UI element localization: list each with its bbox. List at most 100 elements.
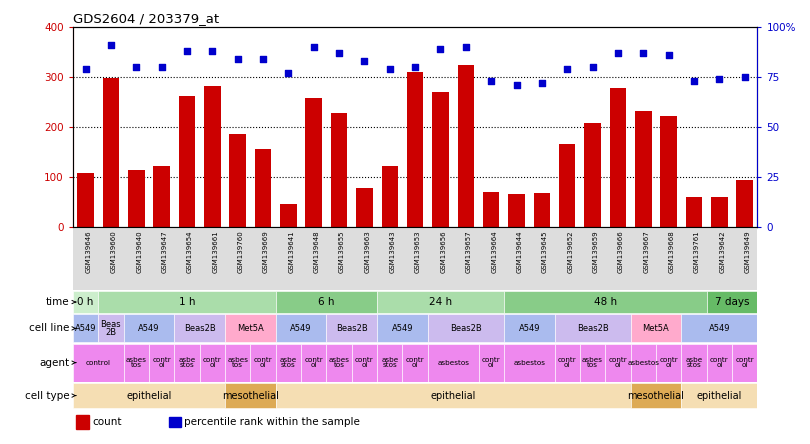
- Text: 6 h: 6 h: [318, 297, 335, 307]
- Bar: [356, 188, 373, 227]
- FancyBboxPatch shape: [225, 383, 275, 408]
- Bar: [330, 113, 347, 227]
- FancyBboxPatch shape: [98, 314, 124, 342]
- Bar: [660, 116, 677, 227]
- FancyBboxPatch shape: [403, 344, 428, 382]
- Bar: [509, 194, 525, 227]
- Point: [535, 79, 548, 86]
- FancyBboxPatch shape: [352, 344, 377, 382]
- Text: GSM139645: GSM139645: [542, 230, 548, 273]
- FancyBboxPatch shape: [555, 314, 631, 342]
- Text: Beas
2B: Beas 2B: [100, 320, 122, 337]
- Point: [257, 55, 270, 62]
- Point: [231, 55, 244, 62]
- Text: mesothelial: mesothelial: [222, 391, 279, 400]
- Text: 0 h: 0 h: [78, 297, 94, 307]
- Text: GSM139664: GSM139664: [491, 230, 497, 273]
- Text: contr
ol: contr ol: [203, 357, 222, 369]
- Bar: [77, 173, 94, 227]
- Text: GSM139649: GSM139649: [744, 230, 751, 273]
- FancyBboxPatch shape: [275, 314, 326, 342]
- Text: GSM139659: GSM139659: [593, 230, 599, 273]
- FancyBboxPatch shape: [149, 344, 174, 382]
- Text: contr
ol: contr ol: [482, 357, 501, 369]
- Text: contr
ol: contr ol: [608, 357, 627, 369]
- Text: 1 h: 1 h: [179, 297, 195, 307]
- FancyBboxPatch shape: [275, 344, 301, 382]
- FancyBboxPatch shape: [656, 344, 681, 382]
- Point: [612, 49, 625, 56]
- FancyBboxPatch shape: [377, 291, 504, 313]
- Text: contr
ol: contr ol: [305, 357, 323, 369]
- FancyBboxPatch shape: [275, 291, 377, 313]
- Text: A549: A549: [75, 324, 96, 333]
- Point: [282, 69, 295, 76]
- Bar: [458, 65, 474, 227]
- Text: GSM139647: GSM139647: [162, 230, 168, 273]
- Text: contr
ol: contr ol: [710, 357, 729, 369]
- Bar: [584, 123, 601, 227]
- FancyBboxPatch shape: [631, 314, 681, 342]
- Bar: [382, 166, 398, 227]
- FancyBboxPatch shape: [555, 344, 580, 382]
- Bar: [103, 78, 119, 227]
- Text: GSM139667: GSM139667: [643, 230, 650, 273]
- Bar: [736, 180, 753, 227]
- Text: A549: A549: [709, 324, 730, 333]
- Text: GSM139761: GSM139761: [694, 230, 700, 273]
- Bar: [179, 96, 195, 227]
- Text: GSM139653: GSM139653: [415, 230, 421, 273]
- Text: A549: A549: [139, 324, 160, 333]
- Point: [510, 81, 523, 88]
- Text: asbes
tos: asbes tos: [582, 357, 603, 369]
- FancyBboxPatch shape: [124, 344, 149, 382]
- Point: [358, 57, 371, 64]
- Text: GSM139655: GSM139655: [339, 230, 345, 273]
- Text: asbes
tos: asbes tos: [126, 357, 147, 369]
- Bar: [280, 204, 296, 227]
- FancyBboxPatch shape: [98, 291, 275, 313]
- Text: time: time: [46, 297, 70, 307]
- Text: GSM139656: GSM139656: [441, 230, 446, 273]
- Text: GSM139643: GSM139643: [390, 230, 396, 273]
- Point: [79, 65, 92, 72]
- FancyBboxPatch shape: [174, 314, 225, 342]
- FancyBboxPatch shape: [605, 344, 631, 382]
- Text: GSM139644: GSM139644: [517, 230, 522, 273]
- Text: GSM139668: GSM139668: [668, 230, 675, 273]
- Text: GSM139652: GSM139652: [567, 230, 573, 273]
- Text: Beas2B: Beas2B: [184, 324, 215, 333]
- Bar: [305, 98, 322, 227]
- FancyBboxPatch shape: [681, 314, 757, 342]
- Text: GSM139660: GSM139660: [111, 230, 117, 273]
- Text: GSM139640: GSM139640: [136, 230, 143, 273]
- FancyBboxPatch shape: [174, 344, 199, 382]
- Point: [130, 63, 143, 70]
- Bar: [711, 197, 727, 227]
- Text: Met5A: Met5A: [237, 324, 264, 333]
- Point: [459, 43, 472, 50]
- Bar: [153, 166, 170, 227]
- Text: contr
ol: contr ol: [355, 357, 373, 369]
- FancyBboxPatch shape: [479, 344, 504, 382]
- Text: cell line: cell line: [29, 323, 70, 333]
- Text: GSM139642: GSM139642: [719, 230, 725, 273]
- Text: agent: agent: [40, 358, 70, 368]
- Text: 24 h: 24 h: [429, 297, 452, 307]
- Bar: [76, 415, 88, 428]
- Text: GSM139657: GSM139657: [466, 230, 471, 273]
- Text: 7 days: 7 days: [714, 297, 749, 307]
- Bar: [686, 197, 702, 227]
- Point: [104, 41, 117, 48]
- FancyBboxPatch shape: [631, 344, 656, 382]
- Text: GSM139641: GSM139641: [288, 230, 294, 273]
- Bar: [559, 144, 575, 227]
- Point: [586, 63, 599, 70]
- Text: Beas2B: Beas2B: [450, 324, 482, 333]
- FancyBboxPatch shape: [124, 314, 174, 342]
- FancyBboxPatch shape: [706, 344, 732, 382]
- Point: [408, 63, 421, 70]
- FancyBboxPatch shape: [225, 344, 250, 382]
- Point: [307, 43, 320, 50]
- Text: A549: A549: [290, 324, 312, 333]
